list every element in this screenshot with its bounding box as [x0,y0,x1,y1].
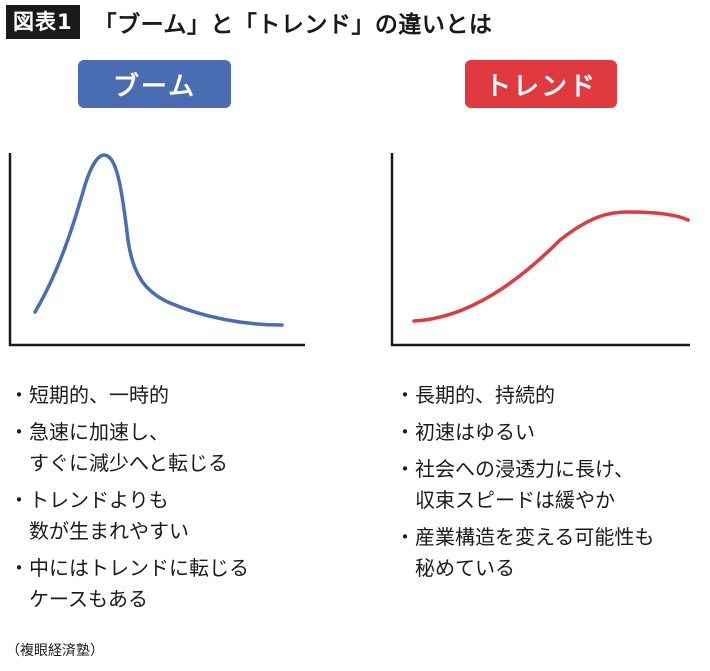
trend-axes [390,153,690,347]
bullet-mark: ・ [9,556,29,580]
list-item-text: 短期的、一時的 [29,383,169,407]
boom-graph [8,153,305,347]
boom-characteristics-list: ・短期的、一時的 ・急速に加速し、 すぐに減少へと転じる ・トレンドよりも 数が… [6,380,336,621]
figure-header: 図表1 「ブーム」と「トレンド」の違いとは [6,4,492,40]
bullet-mark: ・ [9,420,29,444]
list-item: ・トレンドよりも 数が生まれやすい [6,485,336,547]
list-item-text: 初速はゆるい [415,420,535,444]
trend-label-badge: トレンド [465,60,617,108]
boom-curve [33,153,284,327]
list-item-text: 産業構造を変える可能性も 秘めている [415,525,655,580]
source-credit: （複眼経済塾） [6,643,104,659]
bullet-mark: ・ [395,525,415,549]
figure-title: 「ブーム」と「トレンド」の違いとは [93,12,493,38]
list-item-text: 急速に加速し、 すぐに減少へと転じる [29,420,228,475]
list-item: ・短期的、一時的 [6,380,336,411]
list-item: ・社会への浸透力に長け、 収束スピードは緩やか [392,454,708,516]
trend-characteristics-list: ・長期的、持続的 ・初速はゆるい ・社会への浸透力に長け、 収束スピードは緩やか… [392,380,708,590]
boom-label-badge: ブーム [78,60,231,108]
bullet-mark: ・ [395,420,415,444]
trend-curve [412,210,690,323]
list-item-text: 社会への浸透力に長け、 収束スピードは緩やか [415,457,634,512]
bullet-mark: ・ [395,383,415,407]
figure-number-tag: 図表1 [6,5,80,39]
list-item: ・長期的、持続的 [392,380,708,411]
boom-axes [8,153,305,347]
trend-graph [390,153,690,347]
bullet-mark: ・ [9,383,29,407]
list-item: ・中にはトレンドに転じる ケースもある [6,553,336,615]
bullet-mark: ・ [395,457,415,481]
list-item: ・初速はゆるい [392,417,708,448]
list-item-text: 長期的、持続的 [415,383,555,407]
list-item: ・急速に加速し、 すぐに減少へと転じる [6,417,336,479]
list-item-text: 中にはトレンドに転じる ケースもある [29,556,249,611]
bullet-mark: ・ [9,488,29,512]
list-item-text: トレンドよりも 数が生まれやすい [29,488,189,543]
list-item: ・産業構造を変える可能性も 秘めている [392,522,708,584]
